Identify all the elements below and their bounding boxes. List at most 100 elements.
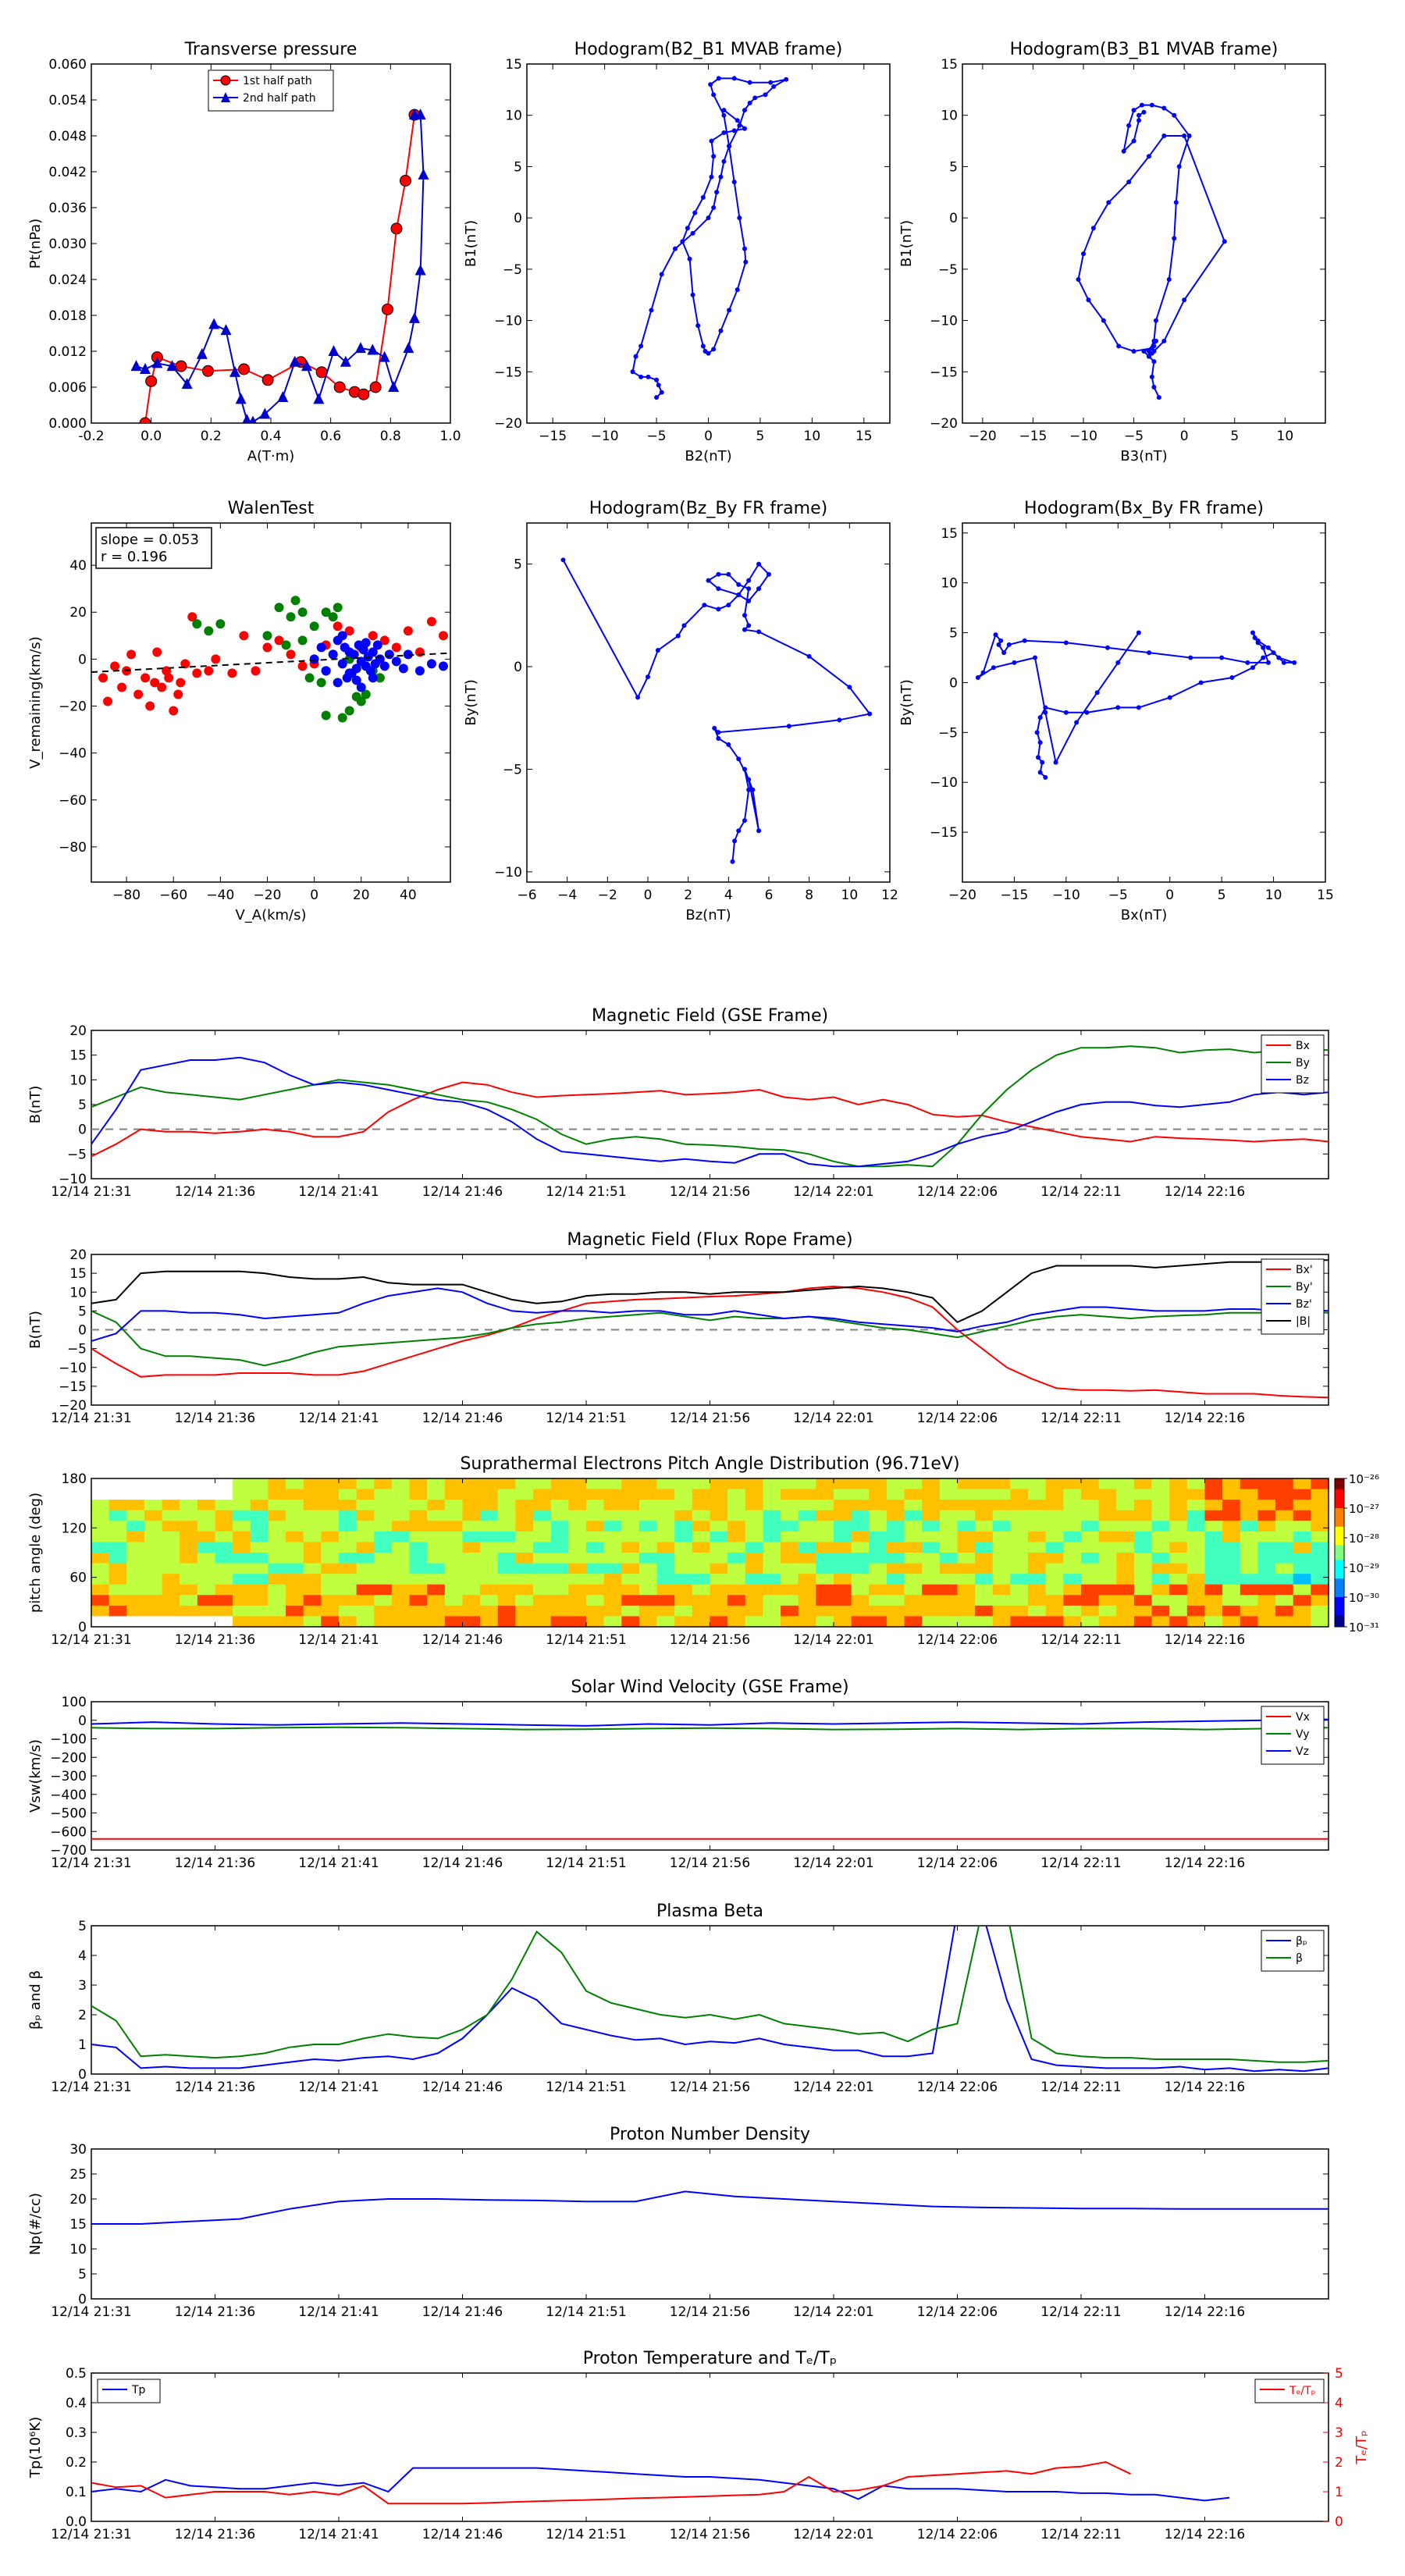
- heatmap-cell: [568, 1574, 587, 1585]
- heatmap-cell: [1028, 1521, 1047, 1532]
- heatmap-cell: [162, 1563, 180, 1574]
- x-tick-label: −10: [591, 429, 619, 444]
- heatmap-cell: [374, 1574, 393, 1585]
- heatmap-cell: [303, 1531, 322, 1543]
- heatmap-cell: [374, 1489, 393, 1500]
- heatmap-cell: [233, 1605, 251, 1617]
- heatmap-cell: [1063, 1542, 1082, 1553]
- heatmap-cell: [497, 1595, 517, 1606]
- scatter-point: [414, 666, 425, 676]
- heatmap-cell: [638, 1605, 658, 1617]
- heatmap-cell: [957, 1605, 976, 1617]
- heatmap-cell: [162, 1489, 180, 1500]
- y-tick-label: −40: [59, 746, 87, 762]
- heatmap-cell: [586, 1500, 605, 1511]
- heatmap-cell: [303, 1500, 322, 1511]
- scatter-point: [337, 631, 347, 641]
- heatmap-cell: [108, 1595, 127, 1606]
- heatmap-cell: [533, 1500, 552, 1511]
- y-tick-label: 15: [69, 2217, 87, 2233]
- data-point: [718, 328, 724, 333]
- heatmap-cell: [126, 1489, 145, 1500]
- scatter-point: [117, 682, 127, 692]
- heatmap-cell: [886, 1478, 905, 1490]
- y-tick-label: 0: [78, 1713, 87, 1729]
- y-tick-label: 20: [69, 1247, 87, 1263]
- heatmap-cell: [1204, 1595, 1223, 1606]
- heatmap-cell: [215, 1605, 233, 1617]
- data-point: [742, 246, 747, 251]
- heatmap-cell: [374, 1584, 393, 1596]
- y-tick-label: 5: [514, 557, 522, 573]
- heatmap-cell: [904, 1574, 923, 1585]
- heatmap-cell: [674, 1521, 693, 1532]
- heatmap-cell: [303, 1489, 322, 1500]
- heatmap-cell: [444, 1563, 464, 1574]
- y-axis-label: By(nT): [463, 679, 479, 725]
- heatmap-cell: [781, 1510, 799, 1521]
- scatter-point: [316, 678, 326, 688]
- heatmap-cell: [339, 1584, 357, 1596]
- y-tick-label: 0.048: [48, 129, 87, 144]
- heatmap-cell: [303, 1605, 322, 1617]
- heatmap-cell: [621, 1563, 640, 1574]
- heatmap-cell: [1240, 1500, 1259, 1511]
- heatmap-cell: [1186, 1616, 1206, 1627]
- chart-title: Magnetic Field (GSE Frame): [592, 1006, 828, 1026]
- heatmap-cell: [374, 1521, 393, 1532]
- scatter-point: [304, 673, 315, 683]
- heatmap-cell: [727, 1531, 746, 1543]
- x-tick-label: 12/14 21:31: [51, 1411, 131, 1426]
- heatmap-cell: [321, 1542, 340, 1553]
- heatmap-cell: [1116, 1500, 1135, 1511]
- x-tick-label: −5: [1124, 429, 1144, 444]
- chart-title: Proton Temperature and Tₑ/Tₚ: [583, 2349, 838, 2368]
- heatmap-cell: [197, 1478, 216, 1490]
- heatmap-cell: [851, 1595, 870, 1606]
- heatmap-cell: [638, 1521, 658, 1532]
- heatmap-cell: [939, 1521, 959, 1532]
- x-tick-label: 12/14 21:46: [422, 1411, 503, 1426]
- x-axis-label: A(T·m): [247, 448, 295, 464]
- heatmap-cell: [1275, 1595, 1294, 1606]
- y-tick-label: 0.0: [66, 2514, 87, 2530]
- x-tick-label: 12/14 21:41: [298, 2080, 379, 2095]
- x-tick-label: 12/14 21:31: [51, 1184, 131, 1200]
- series-line: [91, 1285, 1329, 1399]
- data-point: [975, 675, 980, 681]
- x-tick-label: 12/14 22:11: [1040, 1411, 1121, 1426]
- x-tick-label: 12/14 21:46: [422, 2527, 503, 2542]
- heatmap-cell: [356, 1489, 375, 1500]
- data-point: [746, 623, 752, 628]
- heatmap-cell: [391, 1510, 411, 1521]
- heatmap-cell: [409, 1531, 428, 1543]
- heatmap-cell: [462, 1595, 481, 1606]
- data-point: [388, 381, 400, 392]
- heatmap-cell: [939, 1553, 959, 1564]
- data-point: [1141, 109, 1147, 115]
- heatmap-cell: [603, 1531, 622, 1543]
- data-point: [680, 239, 685, 244]
- heatmap-cell: [992, 1531, 1012, 1543]
- heatmap-cell: [374, 1616, 393, 1627]
- annotation-text: slope = 0.053: [101, 532, 199, 548]
- heatmap-cell: [763, 1489, 781, 1500]
- heatmap-cell: [1257, 1510, 1276, 1521]
- x-tick-label: 12/14 21:46: [422, 2080, 503, 2095]
- heatmap-cell: [462, 1478, 481, 1490]
- heatmap-cell: [1098, 1521, 1117, 1532]
- heatmap-cell: [515, 1553, 534, 1564]
- data-point: [1182, 297, 1187, 303]
- heatmap-cell: [745, 1563, 764, 1574]
- data-point: [763, 92, 768, 98]
- heatmap-cell: [427, 1563, 446, 1574]
- scatter-point: [337, 713, 347, 723]
- heatmap-cell: [745, 1584, 764, 1596]
- scatter-point: [361, 638, 371, 648]
- heatmap-cell: [1133, 1563, 1153, 1574]
- heatmap-cell: [656, 1553, 675, 1564]
- heatmap-cell: [233, 1500, 251, 1511]
- heatmap-cell: [126, 1616, 145, 1627]
- scatter-point: [438, 661, 448, 671]
- y-tick-label: −20: [59, 699, 87, 715]
